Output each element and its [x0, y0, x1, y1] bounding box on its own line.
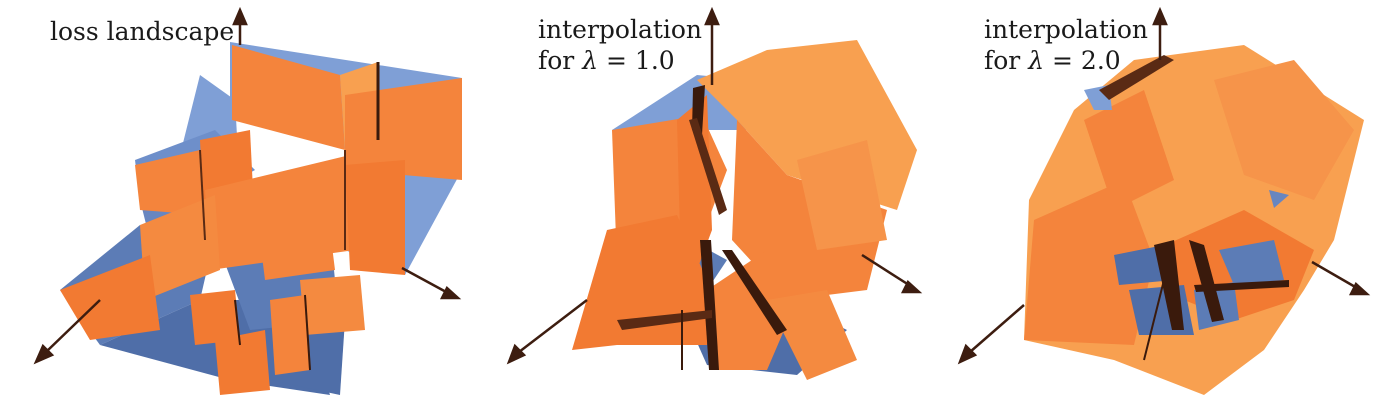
axis-arrows [506, 6, 923, 365]
panel-title-interpolation-2: interpolation for λ = 2.0 [984, 14, 1148, 76]
interpolation-2-surface [957, 6, 1371, 395]
label-prefix: for [538, 46, 575, 75]
lambda-symbol: λ [582, 46, 599, 75]
panel-title-interpolation-1: interpolation for λ = 1.0 [538, 14, 702, 76]
loss-landscape-surface [33, 6, 462, 395]
interpolation-1-surface [506, 6, 923, 380]
axis-arrows [33, 6, 462, 365]
label-line2: for λ = 2.0 [984, 45, 1148, 76]
panel-title-loss-landscape: loss landscape [50, 17, 235, 46]
label-value: = 1.0 [606, 46, 675, 75]
label-prefix: for [984, 46, 1021, 75]
axis-arrows [957, 6, 1371, 365]
panel-interpolation-1: interpolation for λ = 1.0 [467, 0, 933, 412]
label-line1: interpolation [984, 15, 1149, 44]
panel-interpolation-2: interpolation for λ = 2.0 [934, 0, 1400, 412]
label-value: = 2.0 [1052, 46, 1121, 75]
label-line2: for λ = 1.0 [538, 45, 702, 76]
panel-loss-landscape: loss landscape [0, 0, 466, 412]
label-line1: interpolation [538, 15, 703, 44]
lambda-symbol: λ [1028, 46, 1045, 75]
